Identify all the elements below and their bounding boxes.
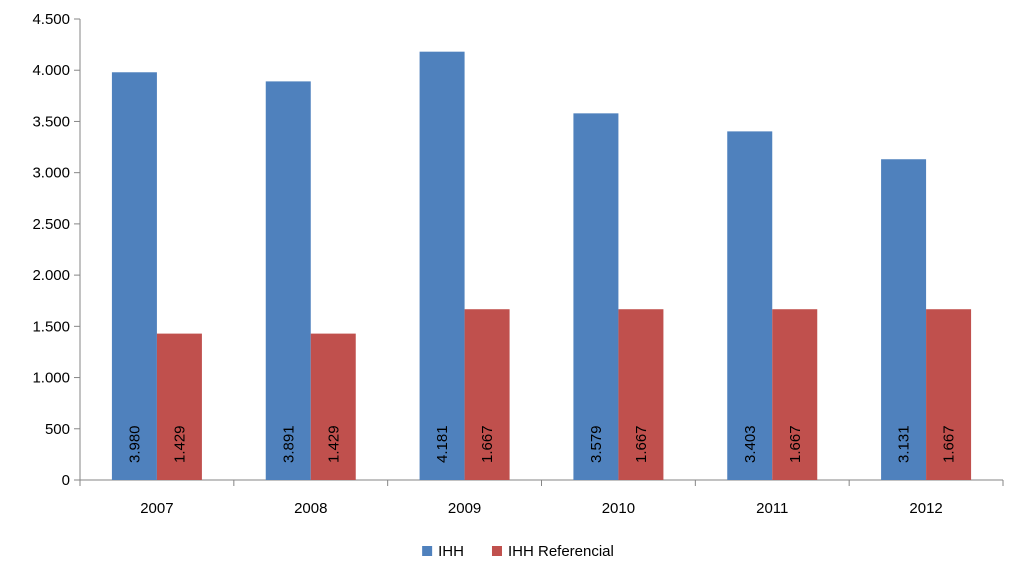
bar [618, 309, 664, 480]
bar [727, 131, 773, 480]
legend-swatch [422, 546, 433, 556]
x-tick-label: 2007 [140, 500, 173, 517]
bar-value-label: 3.891 [280, 425, 297, 463]
bar [310, 333, 356, 480]
bar-value-label: 3.403 [742, 425, 759, 463]
y-tick-label: 2.000 [32, 267, 70, 284]
bar-value-label: 1.667 [787, 425, 804, 463]
legend-swatch [491, 546, 502, 556]
y-tick-label: 1.500 [32, 318, 70, 335]
legend-label: IHH Referencial [508, 543, 614, 560]
bar [464, 309, 510, 480]
bar-value-label: 1.667 [941, 425, 958, 463]
legend: IHH IHH Referencial [422, 543, 614, 560]
bars [111, 51, 972, 481]
bar [573, 113, 619, 481]
bar-value-label: 1.667 [479, 425, 496, 463]
bar-labels: 3.980 1.429 3.891 1.429 4.181 1.667 3.579 1.667… [126, 425, 957, 463]
bar-value-label: 1.429 [171, 425, 188, 463]
y-tick-label: 3.500 [32, 113, 70, 130]
y-tick-label: 500 [45, 421, 70, 438]
bar [265, 81, 311, 480]
bar [881, 159, 927, 480]
x-tick-label: 2008 [294, 500, 327, 517]
y-tick-label: 4.000 [32, 62, 70, 79]
y-tick-label: 2.500 [32, 216, 70, 233]
bar-value-label: 3.980 [126, 425, 143, 463]
bar-value-label: 4.181 [434, 425, 451, 463]
bar [772, 309, 818, 480]
bar-value-label: 3.131 [896, 425, 913, 463]
y-tick-label: 4.500 [32, 11, 70, 28]
bar [419, 51, 465, 480]
bar-value-label: 3.579 [588, 425, 605, 463]
legend-item: IHH [422, 543, 464, 560]
x-tick-label: 2012 [909, 500, 942, 517]
bar [156, 333, 202, 480]
y-tick-label: 0 [62, 472, 70, 489]
legend-item: IHH Referencial [491, 543, 614, 560]
x-tick-label: 2009 [448, 500, 481, 517]
legend-label: IHH [438, 543, 464, 560]
y-axis: 0 500 1.000 1.500 2.000 2.500 3.000 3.500 4.000 4… [32, 11, 81, 489]
bar-value-label: 1.667 [633, 425, 650, 463]
bar [111, 72, 157, 480]
y-tick-label: 3.000 [32, 165, 70, 182]
y-tick-label: 1.000 [32, 370, 70, 387]
bar [926, 309, 972, 480]
x-axis: 2007 2008 2009 2010 2011 2012 [79, 479, 1004, 517]
bar-value-label: 1.429 [325, 425, 342, 463]
x-tick-label: 2011 [756, 500, 788, 517]
x-tick-label: 2010 [602, 500, 635, 517]
